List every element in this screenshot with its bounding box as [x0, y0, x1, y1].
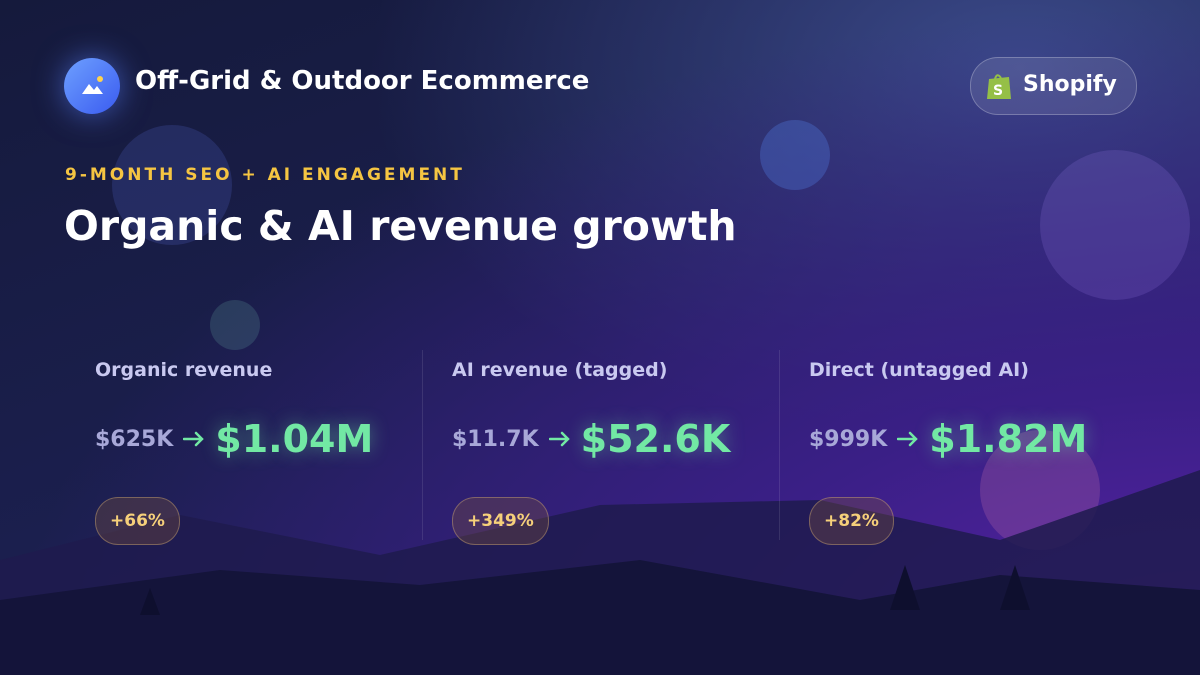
- metric-values: $625K $1.04M: [95, 417, 373, 461]
- after-value: $1.82M: [929, 417, 1088, 461]
- change-badge: +82%: [809, 497, 894, 545]
- metric-label: Organic revenue: [95, 359, 273, 381]
- change-badge: +66%: [95, 497, 180, 545]
- metric-values: $999K $1.82M: [809, 417, 1087, 461]
- metric: AI revenue (tagged) $11.7K $52.6K +349%: [452, 355, 782, 555]
- metric: Direct (untagged AI) $999K $1.82M +82%: [809, 355, 1139, 555]
- arrow: [183, 431, 205, 447]
- metric-values: $11.7K $52.6K: [452, 417, 730, 461]
- metric: Organic revenue $625K $1.04M +66%: [95, 355, 425, 555]
- before-value: $999K: [809, 426, 888, 452]
- arrow: [548, 431, 570, 447]
- divider: [422, 350, 423, 540]
- change-badge: +349%: [452, 497, 549, 545]
- after-value: $1.04M: [215, 417, 374, 461]
- brand: Off-Grid & Outdoor Ecommerce: [135, 66, 590, 96]
- divider: [779, 350, 780, 540]
- title: Organic & AI revenue growth: [64, 202, 737, 250]
- eyebrow: 9-MONTH SEO + AI ENGAGEMENT: [65, 165, 465, 185]
- platform-name: Shopify: [1023, 72, 1117, 97]
- after-value: $52.6K: [580, 417, 731, 461]
- before-value: $11.7K: [452, 426, 539, 452]
- arrow: [897, 431, 919, 447]
- metric-label: Direct (untagged AI): [809, 359, 1029, 381]
- logo: [64, 58, 120, 114]
- svg-text:S: S: [993, 83, 1003, 99]
- metric-label: AI revenue (tagged): [452, 359, 668, 381]
- platform-badge: S Shopify: [970, 57, 1137, 115]
- before-value: $625K: [95, 426, 174, 452]
